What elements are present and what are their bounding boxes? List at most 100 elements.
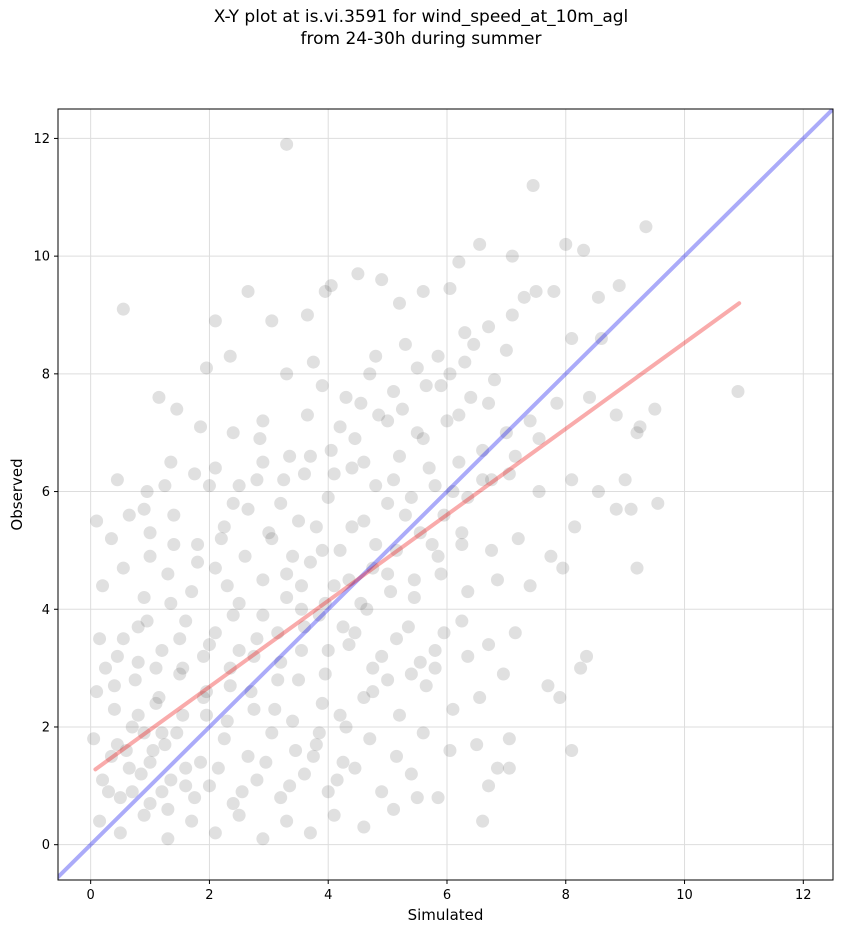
x-tick-label: 2 [205, 888, 213, 903]
scatter-point [196, 649, 210, 663]
scatter-point [101, 785, 115, 799]
x-tick-label: 8 [562, 888, 570, 903]
scatter-point [443, 744, 457, 758]
scatter-point [342, 638, 356, 652]
scatter-point [196, 691, 210, 705]
scatter-point [550, 396, 564, 410]
scatter-point [404, 490, 418, 504]
scatter-point [149, 661, 163, 675]
scatter-point [116, 632, 130, 646]
scatter-point [271, 673, 285, 687]
scatter-point [482, 396, 496, 410]
scatter-point [351, 267, 365, 281]
scatter-point [155, 643, 169, 657]
scatter-point [398, 337, 412, 351]
scatter-point [161, 802, 175, 816]
scatter-point [392, 296, 406, 310]
scatter-point [321, 643, 335, 657]
x-tick-label: 4 [324, 888, 332, 903]
scatter-point [428, 661, 442, 675]
scatter-point [476, 814, 490, 828]
scatter-point [274, 496, 288, 510]
scatter-point [366, 661, 380, 675]
scatter-point [303, 449, 317, 463]
scatter-point [639, 220, 653, 234]
scatter-point [387, 473, 401, 487]
scatter-point [369, 538, 383, 552]
scatter-point [633, 420, 647, 434]
scatter-point [300, 308, 314, 322]
scatter-point [125, 720, 139, 734]
scatter-point [283, 449, 297, 463]
scatter-point [143, 526, 157, 540]
scatter-point [93, 632, 107, 646]
scatter-point [321, 490, 335, 504]
scatter-point [731, 385, 745, 399]
y-tick-label: 8 [42, 367, 50, 382]
identity-line [58, 109, 833, 880]
scatter-point [327, 467, 341, 481]
scatter-point [502, 761, 516, 775]
scatter-point [381, 414, 395, 428]
scatter-point [292, 514, 306, 528]
scatter-point [413, 655, 427, 669]
scatter-point [179, 761, 193, 775]
scatter-point [398, 508, 412, 522]
scatter-point [470, 738, 484, 752]
scatter-point [357, 820, 371, 834]
scatter-point [122, 508, 136, 522]
scatter-point [303, 555, 317, 569]
scatter-point [292, 673, 306, 687]
scatter-point [173, 632, 187, 646]
scatter-point [452, 255, 466, 269]
scatter-point [265, 726, 279, 740]
scatter-point [208, 826, 222, 840]
scatter-point [93, 814, 107, 828]
scatter-point [202, 779, 216, 793]
scatter-point [113, 826, 127, 840]
scatter-point [208, 561, 222, 575]
scatter-point [327, 808, 341, 822]
scatter-point [348, 432, 362, 446]
scatter-point [612, 279, 626, 293]
scatter-point [318, 667, 332, 681]
scatter-point [496, 667, 510, 681]
scatter-point [297, 767, 311, 781]
scatter-point [194, 755, 208, 769]
scatter-point [372, 408, 386, 422]
scatter-point [357, 514, 371, 528]
scatter-point [369, 479, 383, 493]
scatter-point [416, 726, 430, 740]
scatter-point [455, 538, 469, 552]
scatter-point [434, 379, 448, 393]
scatter-point [583, 390, 597, 404]
scatter-point [306, 749, 320, 763]
scatter-point [443, 367, 457, 381]
scatter-point [404, 767, 418, 781]
scatter-point [473, 237, 487, 251]
scatter-point [170, 726, 184, 740]
scatter-point [300, 408, 314, 422]
scatter-point [407, 590, 421, 604]
scatter-point [131, 620, 145, 634]
scatter-point [131, 708, 145, 722]
scatter-point [490, 573, 504, 587]
scatter-point [116, 561, 130, 575]
scatter-point [87, 732, 101, 746]
scatter-point [428, 479, 442, 493]
scatter-point [280, 590, 294, 604]
scatter-point [116, 302, 130, 316]
scatter-point [152, 691, 166, 705]
scatter-point [327, 579, 341, 593]
scatter-point [339, 390, 353, 404]
scatter-point [354, 396, 368, 410]
scatter-point [274, 791, 288, 805]
scatter-point [199, 708, 213, 722]
scatter-point [226, 608, 240, 622]
scatter-point [553, 691, 567, 705]
scatter-point [490, 761, 504, 775]
scatter-point [523, 414, 537, 428]
scatter-point [390, 749, 404, 763]
scatter-point [253, 432, 267, 446]
scatter-point [140, 614, 154, 628]
